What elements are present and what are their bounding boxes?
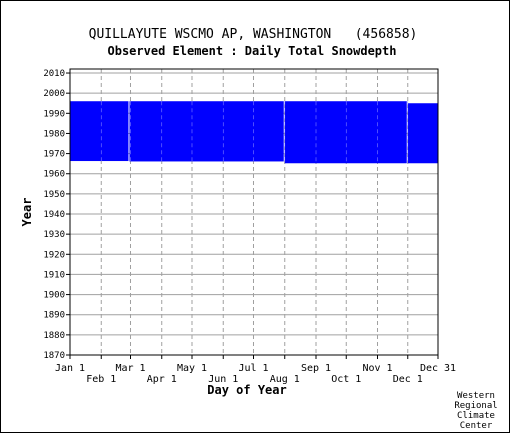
chart-subtitle: Observed Element : Daily Total Snowdepth: [108, 44, 397, 58]
chart-title: QUILLAYUTE WSCMO AP, WASHINGTON (456858): [89, 27, 418, 42]
x-axis-ticks: Jan 1 Mar 1 May 1 Jul 1 Sep 1 Nov 1 Dec 31 Feb …: [55, 355, 456, 385]
plot-area-border: [69, 68, 439, 356]
y-tick-label: 1930: [43, 230, 65, 240]
credit-line-2: Regional: [454, 401, 497, 411]
y-tick-label: 1950: [43, 190, 65, 200]
x-tick-label: Jan 1: [55, 363, 85, 374]
y-tick-label: 2000: [43, 89, 65, 99]
x-tick-label: Sep 1: [301, 363, 331, 374]
y-tick-label: 1940: [43, 210, 65, 220]
x-tick-label: Jun 1: [208, 374, 238, 385]
y-tick-label: 1970: [43, 150, 65, 160]
y-axis-ticks: 1870 1880 1890 1900 1910 1920 1930 1940 1950 1960…: [43, 69, 70, 361]
wrcc-credit: Western Regional Climate Center: [454, 391, 497, 431]
x-tick-label: Mar 1: [115, 363, 145, 374]
x-tick-label: Dec 31: [420, 363, 456, 374]
x-tick-label: Aug 1: [270, 374, 300, 385]
data-block: [284, 101, 407, 164]
x-axis-label: Day of Year: [207, 383, 286, 397]
x-tick-label: Dec 1: [393, 374, 423, 385]
data-block: [407, 103, 438, 164]
x-tick-label: Nov 1: [362, 363, 392, 374]
x-tick-label: May 1: [177, 363, 207, 374]
y-tick-label: 1980: [43, 129, 65, 139]
x-tick-label: Jul 1: [238, 363, 268, 374]
credit-line-1: Western: [457, 391, 495, 401]
y-axis-label: Year: [20, 198, 34, 227]
credit-line-4: Center: [460, 421, 493, 431]
y-tick-label: 1910: [43, 270, 65, 280]
x-tick-label: Apr 1: [147, 374, 177, 385]
x-tick-label: Oct 1: [331, 374, 361, 385]
data-block: [70, 101, 129, 162]
x-tick-label: Feb 1: [86, 374, 116, 385]
y-tick-label: 1890: [43, 311, 65, 321]
data-region: [70, 101, 438, 164]
y-tick-label: 1920: [43, 250, 65, 260]
credit-line-3: Climate: [457, 411, 495, 421]
y-tick-label: 2010: [43, 69, 65, 79]
y-tick-label: 1990: [43, 109, 65, 119]
y-tick-label: 1870: [43, 351, 65, 361]
y-tick-label: 1880: [43, 331, 65, 341]
data-block: [129, 101, 284, 162]
y-tick-label: 1960: [43, 170, 65, 180]
y-tick-label: 1900: [43, 291, 65, 301]
